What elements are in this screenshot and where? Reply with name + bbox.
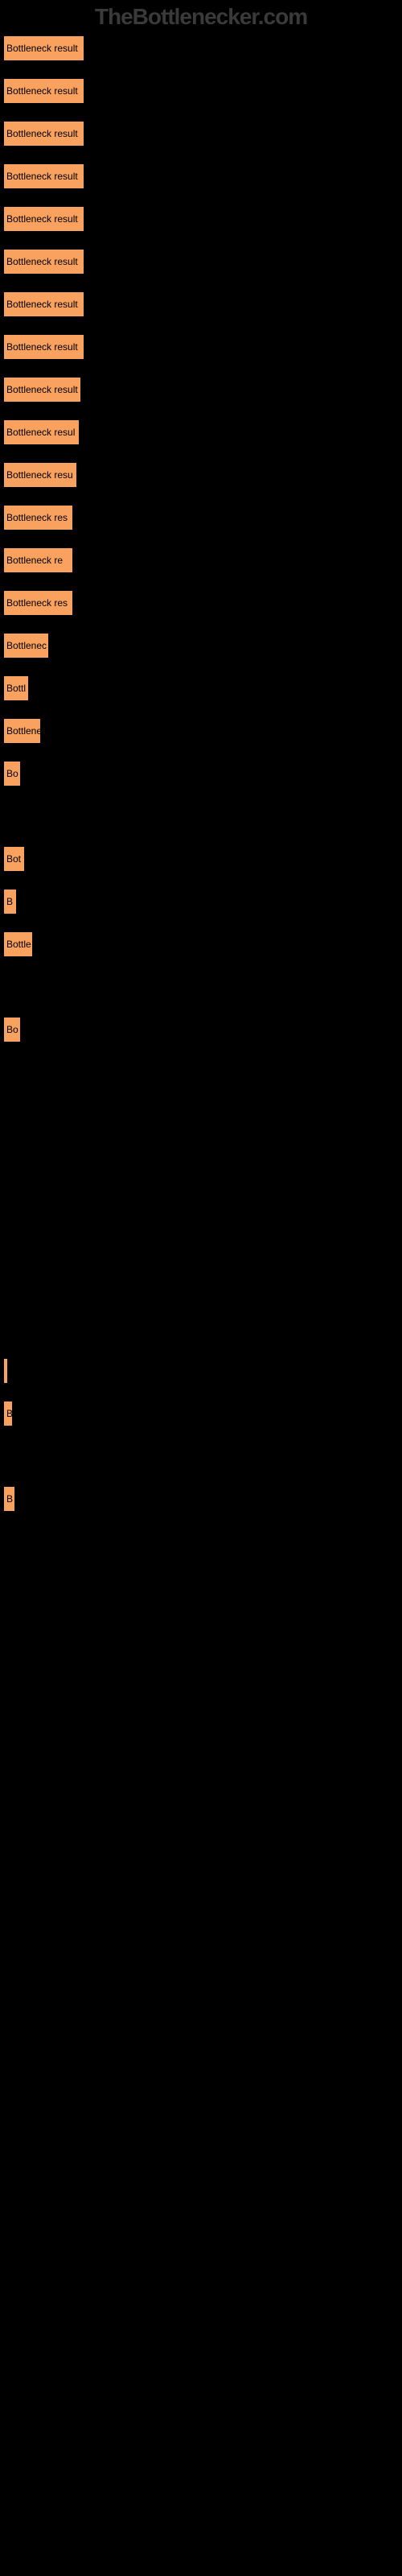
bar-item: Bottleneck result [4,164,84,188]
bar-item: B [4,1487,14,1511]
bar-label: Bottleneck result [6,171,78,182]
bar-label: Bottleneck result [6,128,78,139]
bar-item: Bot [4,847,24,871]
bar-item: B [4,890,16,914]
bar-item: Bottle [4,932,32,956]
bar-label: Bottleneck result [6,213,78,225]
bar-label: Bottleneck result [6,341,78,353]
bar-label: B [6,1493,13,1505]
bar-label: Bot [6,853,21,865]
bar-item: Bottleneck result [4,250,84,274]
bar-label: Bottle [6,939,31,950]
bar-label: Bottlene [6,725,40,737]
bar-item: Bottleneck result [4,122,84,146]
bar-item: Bottlenec [4,634,48,658]
bar-item: Bottleneck res [4,506,72,530]
bar-item: Bottleneck re [4,548,72,572]
bar-label: Bo [6,1024,18,1035]
bar-label: Bottleneck result [6,256,78,267]
bar-item [4,1359,7,1383]
bar-label: Bottlenec [6,640,47,651]
bar-label: Bottleneck resul [6,427,75,438]
bar-label: B [6,1408,12,1419]
bar-item: Bottleneck result [4,207,84,231]
bar-label: Bottleneck result [6,299,78,310]
bar-item: Bottleneck result [4,36,84,60]
bar-label: Bottleneck re [6,555,63,566]
bar-label: Bo [6,768,18,779]
bar-item: Bottleneck res [4,591,72,615]
bar-item: Bottleneck result [4,79,84,103]
bar-label: Bottleneck res [6,597,68,609]
bar-item: Bottleneck result [4,335,84,359]
bar-label: Bottleneck resu [6,469,73,481]
bar-item: Bottleneck result [4,292,84,316]
bar-item: Bo [4,1018,20,1042]
bar-item: Bottleneck resul [4,420,79,444]
bar-item: Bo [4,762,20,786]
bar-item: B [4,1402,12,1426]
bar-item: Bottleneck resu [4,463,76,487]
bar-item: Bottleneck result [4,378,80,402]
bar-item: Bottl [4,676,28,700]
bar-label: Bottleneck res [6,512,68,523]
bar-label: Bottleneck result [6,43,78,54]
bar-label: Bottleneck result [6,85,78,97]
bar-label: Bottl [6,683,26,694]
bar-item: Bottlene [4,719,40,743]
bar-label: B [6,896,13,907]
bar-label: Bottleneck result [6,384,78,395]
watermark: TheBottlenecker.com [95,4,307,30]
